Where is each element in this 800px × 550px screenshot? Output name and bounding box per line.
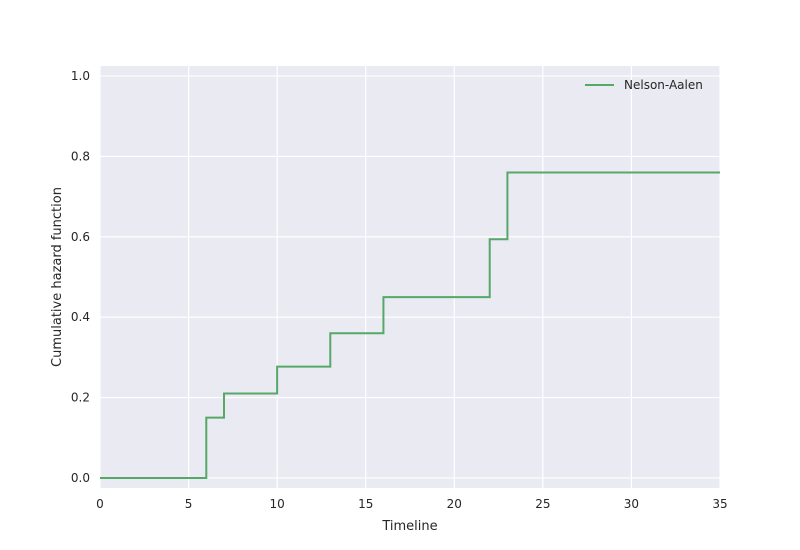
legend-label: Nelson-Aalen bbox=[624, 78, 703, 92]
x-tick-label: 5 bbox=[185, 497, 193, 511]
x-axis-label: Timeline bbox=[381, 519, 437, 534]
x-tick-label: 10 bbox=[270, 497, 285, 511]
grid bbox=[99, 66, 721, 488]
x-tick-label: 25 bbox=[535, 497, 550, 511]
y-tick-label: 0.4 bbox=[71, 310, 90, 324]
series-line-nelson-aalen bbox=[100, 171, 720, 479]
y-axis-ticks: 0.0 0.2 0.4 0.6 0.8 1.0 bbox=[71, 69, 90, 485]
x-tick-label: 35 bbox=[712, 497, 727, 511]
x-tick-label: 30 bbox=[624, 497, 639, 511]
x-tick-label: 0 bbox=[96, 497, 104, 511]
x-tick-label: 20 bbox=[447, 497, 462, 511]
y-axis-label: Cumulative hazard function bbox=[50, 187, 65, 367]
legend: Nelson-Aalen bbox=[585, 78, 703, 92]
plot-area bbox=[100, 66, 720, 488]
y-tick-label: 1.0 bbox=[71, 69, 90, 83]
y-tick-label: 0.8 bbox=[71, 149, 90, 163]
series-layer bbox=[100, 171, 720, 479]
y-tick-label: 0.2 bbox=[71, 391, 90, 405]
y-tick-label: 0.0 bbox=[71, 471, 90, 485]
x-axis-ticks: 0 5 10 15 20 25 30 35 bbox=[96, 497, 727, 511]
y-tick-label: 0.6 bbox=[71, 230, 90, 244]
x-tick-label: 15 bbox=[358, 497, 373, 511]
